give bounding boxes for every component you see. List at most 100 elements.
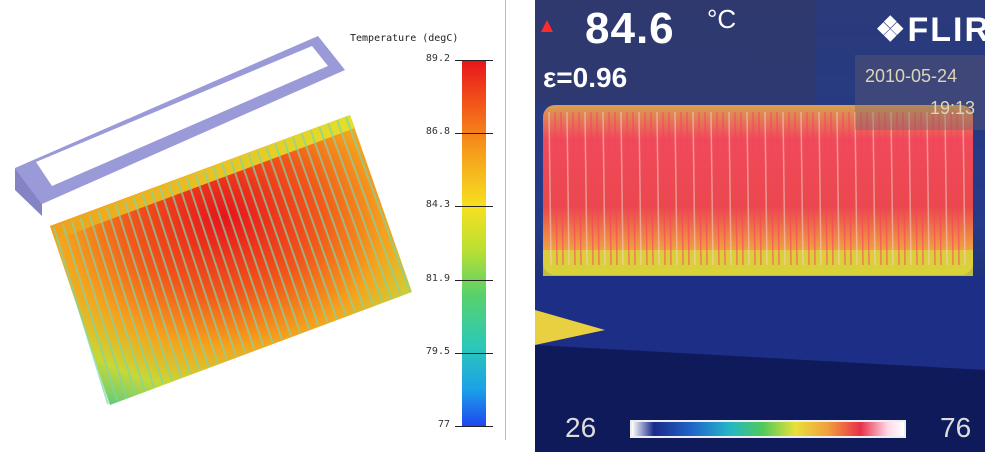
- thermal-fin-streak: [854, 111, 858, 266]
- legend-tick-label: 89.2: [425, 53, 450, 64]
- thermal-fin-streak: [752, 111, 756, 266]
- thermal-fin-streak: [818, 111, 822, 266]
- thermal-fin-streak: [644, 111, 648, 266]
- thermal-fin-streak: [620, 111, 624, 266]
- thermal-fin-streak: [638, 111, 642, 266]
- heatsink-fin: [61, 224, 119, 401]
- thermal-fin-streak: [944, 111, 948, 266]
- thermal-fin-streak: [926, 111, 930, 266]
- base-plate-side: [15, 168, 42, 216]
- thermal-fin-streak: [692, 111, 696, 266]
- flir-diamond-icon: ❖: [875, 11, 908, 49]
- thermal-fin-streak: [734, 111, 738, 266]
- heatsink-fin: [123, 200, 183, 378]
- thermal-fin-streak: [728, 111, 732, 266]
- heatsink-fin: [256, 150, 320, 327]
- heatsink-fin: [309, 130, 375, 306]
- heatsink-fin: [141, 194, 201, 371]
- heatsink-fin: [300, 133, 366, 310]
- heatsink-fin: [88, 214, 146, 391]
- heatsink-fin: [79, 217, 137, 395]
- legend-tick-mark: [455, 279, 493, 281]
- legend-tick-label: 84.3: [425, 199, 450, 211]
- capture-date: 2010-05-24: [865, 66, 958, 86]
- heatsink-simulation-view: [15, 36, 412, 405]
- thermal-fin-streak: [788, 111, 792, 266]
- thermal-fin-streak: [560, 111, 564, 266]
- thermal-fin-streak: [614, 111, 618, 266]
- thermal-fin-streak: [716, 111, 720, 266]
- emissivity-readout: ε=0.96: [543, 62, 628, 93]
- thermal-image-panel: 84.6 °C ε=0.96 ❖FLIR 2010-05-24 19:13 26…: [535, 0, 985, 452]
- heatsink-fin: [185, 177, 247, 354]
- thermal-fin-streak: [650, 111, 654, 266]
- temperature-unit: °C: [707, 4, 737, 34]
- thermal-fin-streak: [662, 111, 666, 266]
- thermal-fin-streak: [800, 111, 804, 266]
- heatsink-thermal-body: [543, 105, 973, 275]
- heatsink-thermal-rim: [543, 250, 973, 276]
- heatsink-fin: [194, 173, 256, 351]
- legend-tick-label: 77: [437, 419, 450, 430]
- heatsink-fin: [238, 157, 302, 334]
- thermal-fin-streak: [872, 111, 876, 266]
- base-plate-window: [36, 46, 328, 186]
- heatsink-fin: [150, 190, 210, 367]
- scale-min-label: 26: [565, 412, 597, 443]
- thermal-fin-streak: [812, 111, 816, 266]
- thermal-fin-streak: [668, 111, 672, 266]
- thermal-fin-streak: [914, 111, 918, 266]
- legend-tick-label: 81.9: [425, 272, 450, 284]
- thermal-fin-streak: [710, 111, 714, 266]
- thermal-fin-streak: [626, 111, 630, 266]
- thermal-fin-streak: [680, 111, 684, 266]
- thermal-wedge: [535, 310, 605, 345]
- thermal-fin-streak: [842, 111, 846, 266]
- heatsink-fin: [159, 187, 219, 364]
- heatsink-fin: [106, 207, 164, 384]
- heatsink-fin: [247, 153, 311, 330]
- heatsink-fin: [70, 220, 128, 398]
- thermal-fin-streak: [572, 111, 576, 266]
- thermal-fin-streak: [704, 111, 708, 266]
- thermal-fin-streak: [584, 111, 588, 266]
- thermal-fin-streak: [674, 111, 678, 266]
- heatsink-fin: [132, 197, 192, 374]
- thermal-fin-streak: [590, 111, 594, 266]
- legend-title: Temperature (degC): [350, 33, 459, 44]
- thermal-fin-streaks: [548, 111, 966, 266]
- heatsink-fins: [53, 116, 411, 405]
- legend-tick-mark: [455, 426, 493, 427]
- thermal-fin-streak: [878, 111, 882, 266]
- thermal-fin-streak: [830, 111, 834, 266]
- legend-tick-mark: [455, 352, 493, 354]
- capture-time: 19:13: [930, 98, 976, 118]
- heatsink-fin: [221, 163, 283, 340]
- date-overlay: [855, 55, 985, 130]
- thermal-fin-streak: [884, 111, 888, 266]
- thermal-fin-streak: [806, 111, 810, 266]
- thermal-fin-streak: [770, 111, 774, 266]
- legend-tick-label: 79.5: [425, 345, 450, 357]
- heatsink-fin: [168, 183, 228, 361]
- heatsink-fin: [203, 170, 265, 347]
- thermal-fin-streak: [950, 111, 954, 266]
- simulation-panel: Temperature (degC) 89.2 86.8 84.3 81.9 79.5 7…: [15, 33, 493, 430]
- brand-label: FLIR: [907, 11, 985, 49]
- thermal-fin-streak: [746, 111, 750, 266]
- thermal-fin-streak: [776, 111, 780, 266]
- top-info-overlay: [535, 0, 815, 105]
- scale-max-label: 76: [940, 412, 972, 443]
- thermal-fin-streak: [956, 111, 960, 266]
- temperature-reading: 84.6: [585, 4, 675, 53]
- flir-logo-icon: ❖FLIR: [875, 10, 985, 50]
- thermal-fin-streak: [902, 111, 906, 266]
- heatsink-fin: [53, 227, 109, 405]
- heatsink-fin: [274, 143, 338, 320]
- thermal-fin-streak: [938, 111, 942, 266]
- heatsink-fin: [318, 126, 384, 303]
- thermal-fin-streak: [962, 111, 966, 266]
- thermal-fin-streak: [764, 111, 768, 266]
- thermal-palette-bar: [630, 420, 906, 438]
- heatsink-fin: [265, 146, 329, 323]
